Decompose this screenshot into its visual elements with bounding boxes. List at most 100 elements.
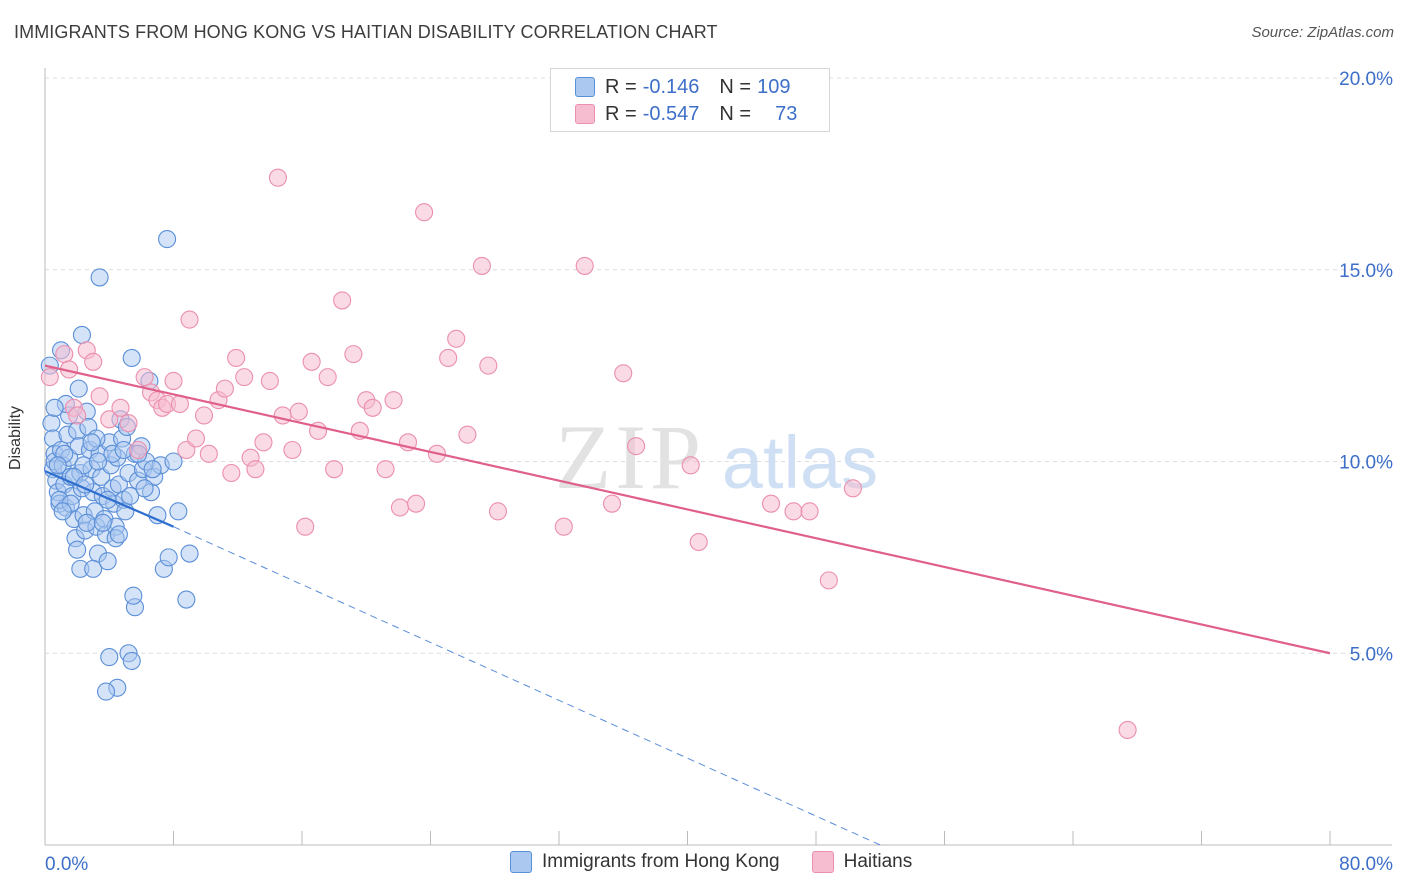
data-point-hong-kong [100,648,119,667]
data-point-hong-kong [180,544,199,563]
legend-r-label: R = [605,75,637,98]
trend-line-hong-kong [44,470,174,528]
trend-lines [44,364,1331,846]
data-point-haitians [302,352,321,371]
trend-line-haitians [44,364,1331,655]
data-point-haitians [447,329,466,348]
series-haitians-points [40,168,1137,740]
data-point-hong-kong [121,486,140,506]
data-point-haitians [602,494,622,513]
data-point-hong-kong [124,586,143,605]
chart-title: IMMIGRANTS FROM HONG KONG VS HAITIAN DIS… [14,22,718,42]
data-point-hong-kong [135,479,154,498]
data-point-haitians [479,356,498,375]
data-point-hong-kong [88,452,108,471]
stats-legend: R = -0.146 N = 109 R = -0.547 N = 73 [550,68,830,132]
data-point-haitians [186,429,206,448]
legend-n-label: N = [719,102,752,125]
data-point-hong-kong [69,379,88,398]
data-point-haitians [235,368,254,387]
legend-n-label: N = [719,75,752,98]
data-point-haitians [68,406,87,425]
data-point-hong-kong [98,552,117,571]
legend-n-value: 73 [775,102,798,125]
data-point-haitians [1118,720,1137,740]
data-point-haitians [390,498,410,517]
data-point-haitians [199,444,218,463]
watermark-zip: ZIP [555,406,705,508]
data-point-haitians [333,291,352,310]
data-point-hong-kong [169,502,188,521]
data-point-haitians [681,456,700,475]
data-point-hong-kong [143,460,162,479]
legend-r-value: -0.547 [642,102,700,125]
source-label: Source: ZipAtlas.com [1251,24,1394,41]
series-hong-kong-points [40,230,199,701]
data-point-haitians [384,391,403,410]
data-point-haitians [119,414,138,433]
data-point-hong-kong [72,325,91,344]
data-point-hong-kong [96,682,116,701]
data-point-haitians [194,406,214,425]
legend-label: Haitians [843,851,913,872]
legend-swatch-blue [575,77,595,97]
data-point-haitians [406,494,426,513]
data-point-hong-kong [122,651,141,670]
data-point-haitians [273,406,292,425]
data-point-haitians [246,460,265,479]
data-point-haitians [325,460,344,479]
data-point-haitians [289,402,308,421]
data-point-haitians [164,371,183,391]
data-point-hong-kong [164,452,183,471]
data-point-haitians [100,410,119,429]
data-point-haitians [575,256,594,275]
data-point-haitians [84,352,103,371]
legend-item-hong-kong[interactable]: Immigrants from Hong Kong [510,851,780,873]
legend-swatch-blue [510,851,532,873]
data-point-haitians [819,571,838,590]
y-tick-label: 5.0% [1350,644,1393,665]
tick-labels: 5.0% 10.0% 15.0% 20.0% 0.0% 80.0% [45,69,1393,875]
legend-row-haitians: R = -0.547 N = 73 [575,101,797,127]
data-point-haitians [135,368,154,387]
data-point-hong-kong [93,513,112,532]
data-point-haitians [254,433,273,452]
data-point-hong-kong [109,525,128,544]
data-point-haitians [761,494,781,513]
data-point-haitians [627,437,646,456]
y-tick-label: 20.0% [1339,69,1393,90]
data-point-haitians [344,345,363,364]
data-point-haitians [40,368,59,387]
legend-label: Immigrants from Hong Kong [542,851,780,872]
data-point-haitians [318,368,337,387]
data-point-haitians [784,502,803,521]
data-point-haitians [260,371,279,391]
y-tick-label: 10.0% [1339,453,1393,474]
data-point-hong-kong [158,230,177,249]
data-point-haitians [90,387,109,406]
data-point-haitians [215,379,234,398]
data-point-haitians [458,425,477,444]
legend-r-value: -0.146 [642,75,700,98]
data-point-haitians [55,345,74,364]
data-point-haitians [800,502,819,521]
legend-n-value: 109 [757,75,791,98]
data-point-haitians [283,440,302,460]
legend-swatch-pink [575,104,595,124]
data-point-haitians [843,479,862,498]
data-point-haitians [129,440,148,460]
data-point-haitians [111,398,130,417]
data-point-haitians [689,532,708,552]
legend-item-haitians[interactable]: Haitians [811,851,913,873]
data-point-hong-kong [84,559,103,578]
data-point-haitians [268,168,287,187]
y-axis-label: Disability [7,405,24,470]
data-point-hong-kong [48,456,67,475]
grid-lines [45,77,1392,654]
data-point-hong-kong [68,540,87,559]
data-point-hong-kong [122,348,141,368]
data-point-haitians [296,517,315,536]
data-point-haitians [488,502,508,521]
data-point-haitians [439,348,458,368]
